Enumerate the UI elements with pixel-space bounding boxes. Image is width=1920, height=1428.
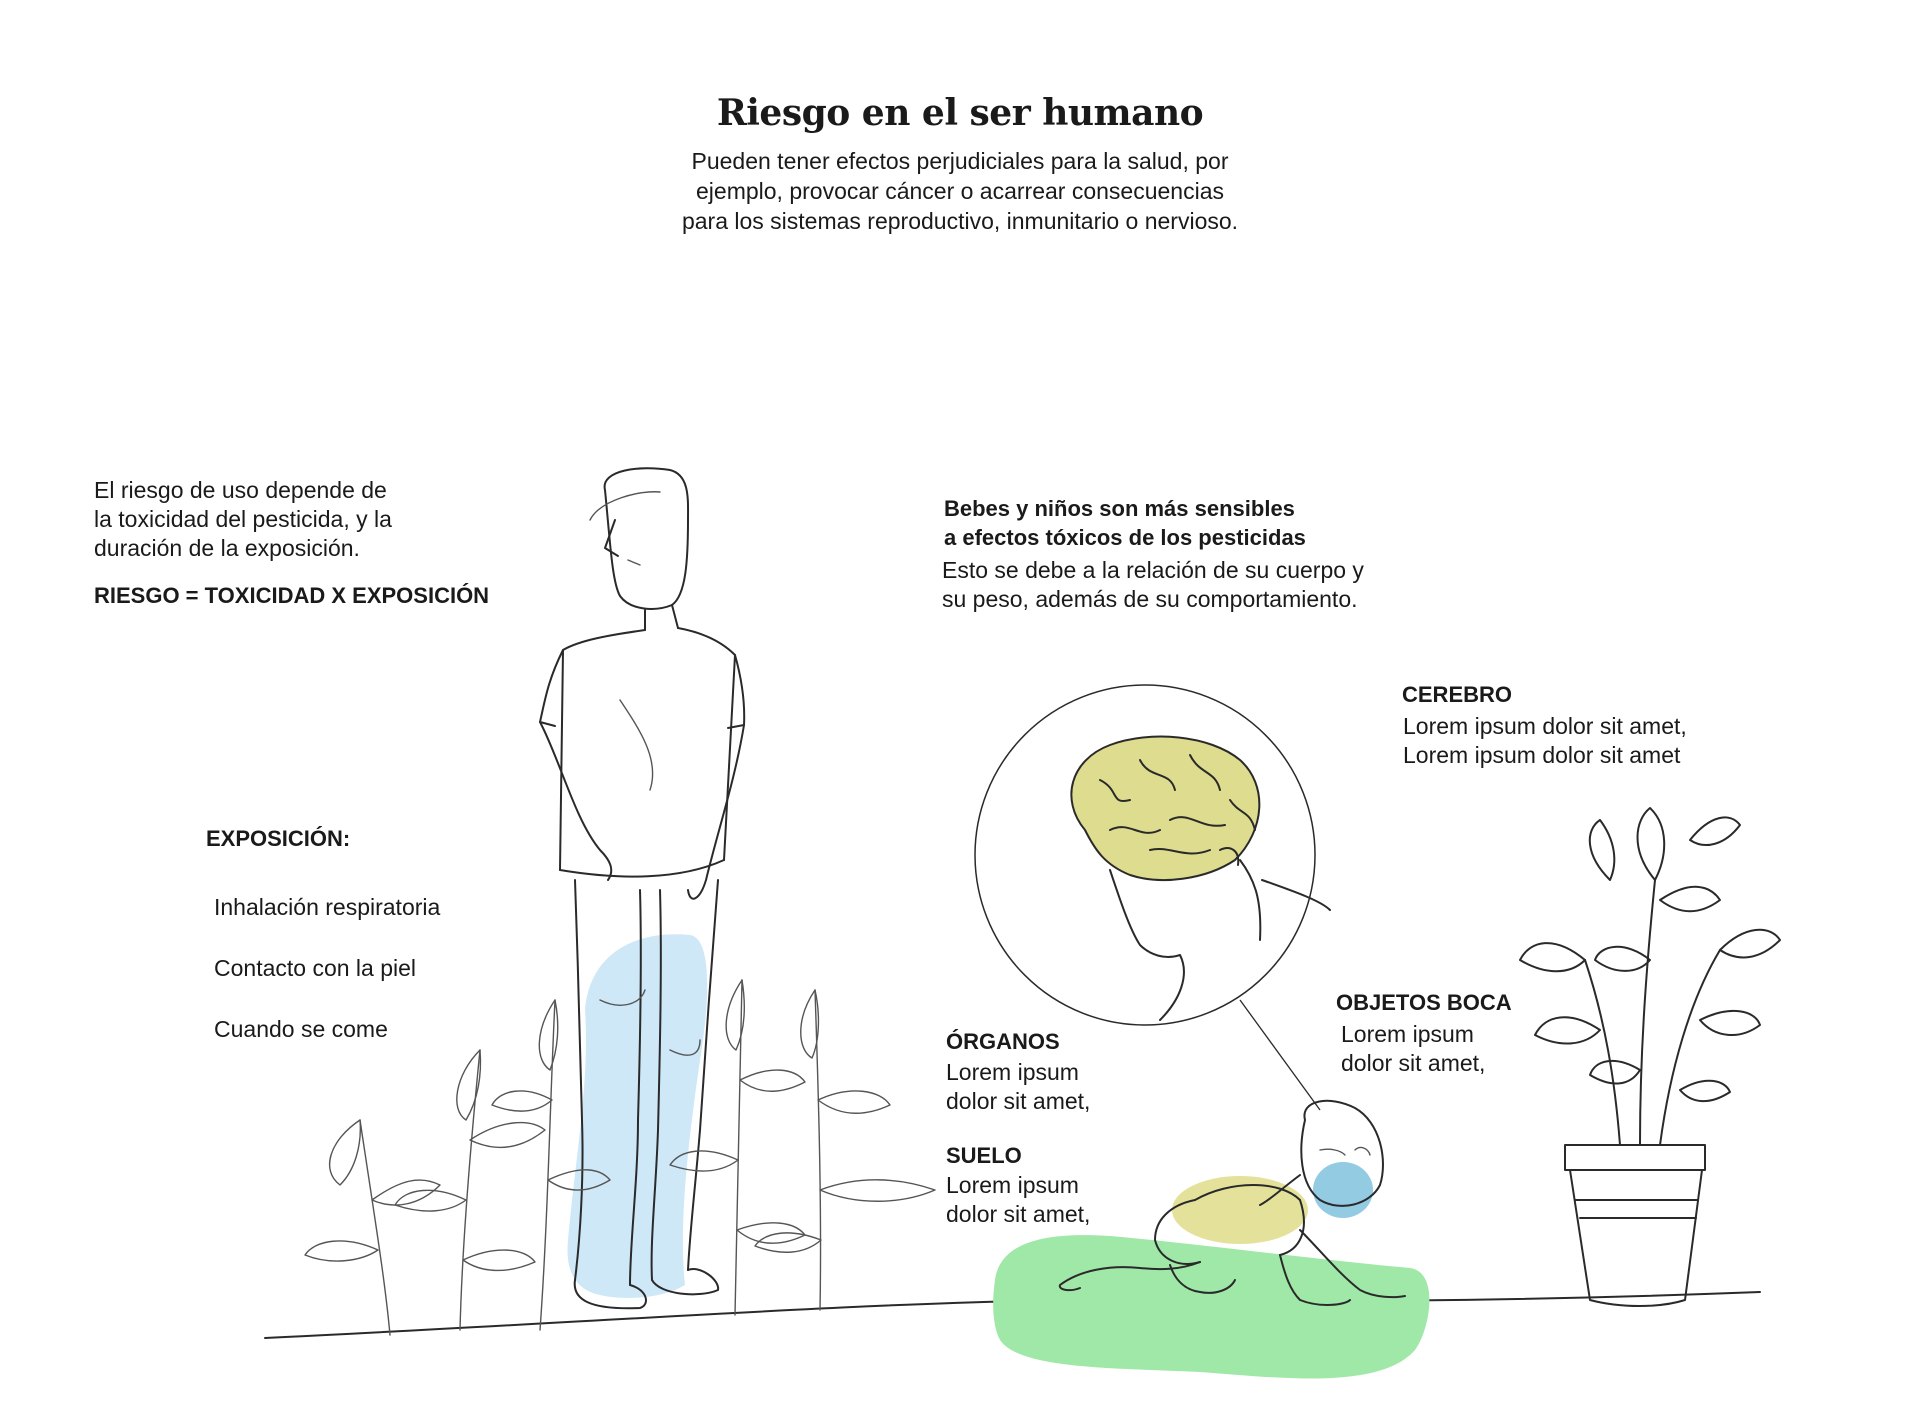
- objetos-boca-text-line: dolor sit amet,: [1341, 1050, 1486, 1076]
- soil-highlight: [993, 1235, 1430, 1379]
- organos-text-line: dolor sit amet,: [946, 1088, 1091, 1114]
- intro-line: para los sistemas reproductivo, inmunita…: [681, 208, 1239, 234]
- cerebro-text-line: Lorem ipsum dolor sit amet,: [1403, 713, 1687, 739]
- cerebro-heading: CEREBRO: [1402, 682, 1513, 707]
- exposure-heading: EXPOSICIÓN:: [206, 826, 351, 851]
- potted-plant-illustration: [1519, 807, 1781, 1307]
- exposure-item: Contacto con la piel: [214, 955, 417, 981]
- organos-text: Lorem ipsum dolor sit amet,: [946, 1058, 1090, 1116]
- man-sketch-illustration: [539, 467, 746, 1310]
- children-text: Esto se debe a la relación de su cuerpo …: [942, 556, 1364, 614]
- organos-heading: ÓRGANOS: [946, 1029, 1060, 1054]
- objetos-boca-text-line: Lorem ipsum: [1341, 1021, 1474, 1047]
- intro-line: ejemplo, provocar cáncer o acarrear cons…: [696, 178, 1224, 204]
- children-text-line: Esto se debe a la relación de su cuerpo …: [942, 557, 1364, 583]
- suelo-text-line: Lorem ipsum: [946, 1172, 1079, 1198]
- baby-crawling-illustration: [1058, 1099, 1406, 1306]
- risk-description: El riesgo de uso depende de la toxicidad…: [94, 476, 392, 563]
- risk-line: duración de la exposición.: [94, 535, 360, 561]
- plants-illustration: [304, 979, 936, 1336]
- organos-text-line: Lorem ipsum: [946, 1059, 1079, 1085]
- risk-line: El riesgo de uso depende de: [94, 477, 387, 503]
- suelo-text: Lorem ipsum dolor sit amet,: [946, 1171, 1090, 1229]
- children-heading-line: Bebes y niños son más sensibles: [944, 496, 1295, 521]
- brain-zoom-circle: [974, 684, 1316, 1026]
- exposure-item: Cuando se come: [214, 1016, 388, 1042]
- intro-line: Pueden tener efectos perjudiciales para …: [691, 148, 1229, 174]
- organs-highlight: [1172, 1176, 1308, 1244]
- children-heading: Bebes y niños son más sensibles a efecto…: [944, 494, 1306, 552]
- suelo-text-line: dolor sit amet,: [946, 1201, 1091, 1227]
- suelo-heading: SUELO: [946, 1143, 1022, 1168]
- children-heading-line: a efectos tóxicos de los pesticidas: [944, 525, 1306, 550]
- brain-head-illustration: [1070, 735, 1331, 1021]
- objetos-boca-heading: OBJETOS BOCA: [1336, 990, 1512, 1015]
- cerebro-text: Lorem ipsum dolor sit amet, Lorem ipsum …: [1403, 712, 1687, 770]
- mouth-highlight: [1313, 1162, 1373, 1218]
- exposure-item: Inhalación respiratoria: [214, 894, 441, 920]
- intro-text: Pueden tener efectos perjudiciales para …: [620, 146, 1300, 236]
- risk-formula: RIESGO = TOXICIDAD X EXPOSICIÓN: [94, 583, 490, 608]
- risk-line: la toxicidad del pesticida, y la: [94, 506, 392, 532]
- children-text-line: su peso, además de su comportamiento.: [942, 586, 1358, 612]
- objetos-boca-text: Lorem ipsum dolor sit amet,: [1341, 1020, 1485, 1078]
- page-title: Riesgo en el ser humano: [716, 92, 1204, 134]
- cerebro-text-line: Lorem ipsum dolor sit amet: [1403, 742, 1681, 768]
- zoom-connector: [1239, 999, 1321, 1111]
